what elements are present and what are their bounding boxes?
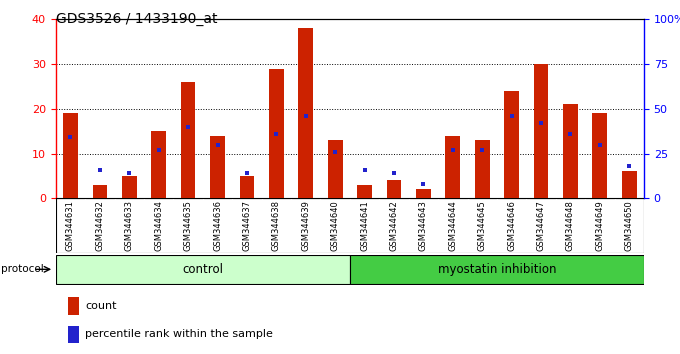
Text: GSM344643: GSM344643 (419, 200, 428, 251)
Text: GSM344641: GSM344641 (360, 200, 369, 251)
Text: GDS3526 / 1433190_at: GDS3526 / 1433190_at (56, 12, 218, 27)
Bar (239, 176, 254, 198)
Text: GSM344637: GSM344637 (243, 200, 252, 251)
Text: GSM344646: GSM344646 (507, 200, 516, 251)
Bar (475, 140, 490, 198)
Bar (122, 176, 137, 198)
Bar (210, 136, 225, 198)
Text: GSM344648: GSM344648 (566, 200, 575, 251)
Text: GSM344644: GSM344644 (448, 200, 457, 251)
Bar (299, 28, 313, 198)
Bar (63, 113, 78, 198)
Text: GSM344636: GSM344636 (213, 200, 222, 251)
Bar (387, 181, 401, 198)
Text: GSM344631: GSM344631 (66, 200, 75, 251)
FancyBboxPatch shape (350, 256, 644, 284)
Text: GSM344639: GSM344639 (301, 200, 310, 251)
Text: GSM344650: GSM344650 (625, 200, 634, 251)
Bar (357, 185, 372, 198)
Bar (534, 64, 548, 198)
Text: GSM344633: GSM344633 (125, 200, 134, 251)
Text: GSM344638: GSM344638 (272, 200, 281, 251)
Bar (67, 326, 80, 343)
Text: GSM344634: GSM344634 (154, 200, 163, 251)
Bar (181, 82, 195, 198)
Bar (563, 104, 578, 198)
Text: myostatin inhibition: myostatin inhibition (438, 263, 556, 276)
Text: GSM344632: GSM344632 (95, 200, 104, 251)
Bar (152, 131, 166, 198)
Bar (416, 189, 430, 198)
Text: GSM344635: GSM344635 (184, 200, 192, 251)
Bar (67, 297, 80, 315)
Text: GSM344649: GSM344649 (596, 200, 605, 251)
Text: GSM344645: GSM344645 (478, 200, 487, 251)
Text: GSM344640: GSM344640 (330, 200, 339, 251)
FancyBboxPatch shape (56, 256, 350, 284)
Text: GSM344647: GSM344647 (537, 200, 545, 251)
Bar (328, 140, 343, 198)
Bar (92, 185, 107, 198)
Bar (445, 136, 460, 198)
Bar (622, 171, 636, 198)
Text: percentile rank within the sample: percentile rank within the sample (85, 329, 273, 339)
Text: GSM344642: GSM344642 (390, 200, 398, 251)
Text: protocol: protocol (1, 264, 44, 274)
Bar (592, 113, 607, 198)
Bar (505, 91, 519, 198)
Text: control: control (182, 263, 223, 276)
Bar (269, 69, 284, 198)
Text: count: count (85, 301, 117, 311)
